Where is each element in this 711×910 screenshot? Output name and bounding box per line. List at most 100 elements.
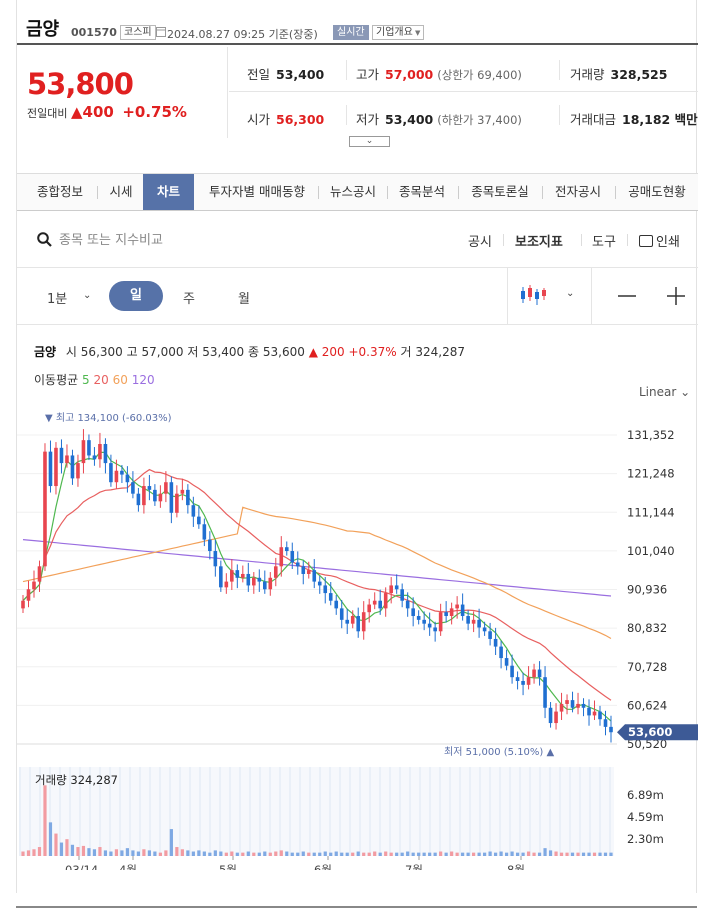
- volume-bar: [224, 852, 228, 856]
- candlestick-type-icon[interactable]: [520, 285, 546, 305]
- y-tick-label: 70,728: [627, 660, 667, 674]
- candle-body: [246, 573, 251, 586]
- y-tick-label: 60,624: [627, 698, 667, 712]
- y-tick-label: 131,352: [627, 428, 675, 442]
- candle-body: [202, 524, 207, 540]
- upper-limit: (상한가 69,400): [437, 68, 522, 82]
- candle-body: [175, 493, 179, 513]
- volume-bar: [450, 851, 454, 856]
- candle-body: [191, 505, 196, 517]
- low-price: 저가 53,400 (하한가 37,400): [356, 109, 522, 128]
- volume-bar: [406, 851, 410, 856]
- period-month[interactable]: 월: [238, 292, 250, 307]
- candle-body: [449, 608, 454, 617]
- period-week[interactable]: 주: [183, 292, 195, 307]
- print-button[interactable]: 인쇄: [639, 231, 680, 250]
- chevron-down-icon[interactable]: ⌄: [566, 288, 575, 299]
- company-overview-dropdown[interactable]: 기업개요 ▼: [372, 25, 425, 40]
- volume-bar: [488, 851, 492, 856]
- volume-value: 328,525: [610, 67, 668, 82]
- ohlc-open-label: 시: [65, 345, 77, 359]
- ma-label: 이동평균: [34, 373, 79, 387]
- volume-bar: [543, 848, 547, 856]
- open-label: 시가: [247, 112, 271, 127]
- ohlc-close-label: 종: [248, 345, 260, 359]
- scale-mode-dropdown[interactable]: Linear ⌄: [639, 385, 690, 399]
- volume-bar: [230, 851, 234, 856]
- current-price: 53,800: [27, 67, 134, 101]
- volume-bar: [191, 851, 195, 856]
- tab-investor-trends[interactable]: 투자자별 매매동향: [209, 184, 305, 199]
- indicator-button[interactable]: 보조지표: [515, 235, 563, 250]
- candle-body: [43, 451, 47, 567]
- volume-bar: [48, 822, 53, 856]
- volume-bar: [290, 852, 294, 856]
- candle-body: [169, 482, 174, 513]
- candle-body: [372, 600, 377, 605]
- period-day[interactable]: 일: [109, 281, 163, 311]
- candle-body: [427, 623, 432, 628]
- candle-body: [147, 486, 152, 490]
- tools-button[interactable]: 도구: [592, 235, 616, 250]
- tab-analysis[interactable]: 종목분석: [398, 184, 445, 199]
- volume-bar: [175, 847, 179, 856]
- tab-news[interactable]: 뉴스공시: [329, 184, 376, 199]
- candle-body: [521, 681, 525, 685]
- quote-datetime: 2024.08.27 09:25 기준(장중): [167, 28, 318, 41]
- trade-amount: 거래대금 18,182 백만: [570, 109, 698, 128]
- volume-bar: [219, 851, 223, 856]
- volume-bar: [241, 852, 245, 856]
- candle-body: [92, 455, 97, 460]
- zoom-out-icon[interactable]: [618, 294, 636, 298]
- volume-bar: [120, 850, 124, 856]
- ohlc-high-label: 고: [126, 345, 138, 359]
- zoom-in-icon[interactable]: [667, 287, 685, 305]
- candle-body: [114, 470, 119, 483]
- ohlc-change: ▲ 200 +0.37%: [308, 345, 397, 359]
- tab-overview[interactable]: 종합정보: [36, 184, 83, 199]
- volume-bar: [186, 850, 190, 856]
- expand-button[interactable]: ⌄: [349, 136, 390, 147]
- chevron-down-icon: ⌄: [365, 136, 374, 146]
- candle-body: [301, 566, 306, 574]
- candle-body: [433, 627, 437, 632]
- candle-body: [103, 443, 108, 464]
- volume-bar: [609, 852, 613, 856]
- candle-body: [581, 703, 586, 708]
- stock-header: 금양 001570 코스피 2024.08.27 09:25 기준(장중) 실시…: [17, 0, 698, 45]
- volume-bar: [81, 845, 86, 856]
- disclosure-button[interactable]: 공시: [468, 235, 492, 250]
- chevron-down-icon[interactable]: ⌄: [83, 290, 92, 301]
- candle-body: [389, 585, 393, 594]
- volume-bar: [455, 852, 459, 856]
- ohlc-legend: 금양 시 56,300 고 57,000 저 53,400 종 53,600 ▲…: [34, 343, 465, 360]
- price-chart[interactable]: 131,352 121,248 111,144 101,040 90,936 80,832…: [17, 325, 698, 870]
- candle-body: [186, 489, 190, 506]
- volume-bar: [274, 851, 278, 856]
- candle-body: [598, 711, 602, 720]
- candle-body: [477, 619, 481, 628]
- candle-body: [383, 593, 388, 609]
- candle-body: [208, 539, 212, 552]
- tab-chart[interactable]: 차트: [143, 174, 194, 210]
- tab-disclosure[interactable]: 전자공시: [554, 184, 601, 199]
- compare-search-input[interactable]: [59, 230, 359, 250]
- tab-quotes[interactable]: 시세: [109, 184, 133, 199]
- volume-bar: [384, 851, 388, 856]
- volume-bar: [592, 852, 597, 856]
- calendar-icon: [156, 27, 166, 37]
- x-tick-label: 5월: [219, 863, 237, 870]
- tab-short-selling[interactable]: 공매도현황: [628, 184, 686, 199]
- y-tick-label: 80,832: [627, 621, 667, 635]
- volume-bar: [587, 852, 591, 856]
- candle-body: [312, 570, 317, 582]
- tab-discussion[interactable]: 종목토론실: [471, 184, 529, 199]
- period-minute[interactable]: 1분: [47, 292, 68, 307]
- ohlc-vol-label: 거: [400, 345, 412, 359]
- candle-body: [488, 631, 492, 639]
- candle-body: [65, 455, 69, 464]
- chart-toolbar: 공시 보조지표 도구 인쇄: [17, 211, 698, 268]
- realtime-badge[interactable]: 실시간: [333, 25, 369, 40]
- candle-body: [592, 711, 597, 716]
- candle-body: [455, 604, 459, 609]
